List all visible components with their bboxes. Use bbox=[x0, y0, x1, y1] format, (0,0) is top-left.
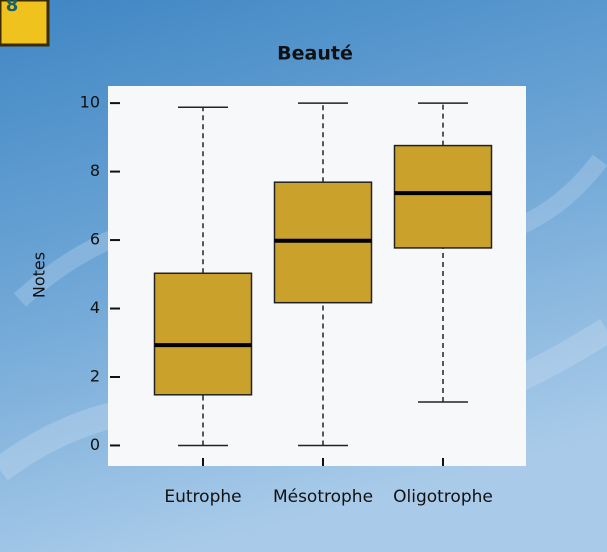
y-tick-label: 8 bbox=[90, 161, 100, 180]
x-tick-label: Oligotrophe bbox=[393, 487, 493, 507]
badge: 8 bbox=[6, 0, 19, 16]
badge-box bbox=[0, 0, 50, 47]
y-tick-label: 4 bbox=[90, 298, 100, 317]
y-tick-label: 0 bbox=[90, 435, 100, 454]
y-tick-label: 10 bbox=[80, 93, 100, 112]
y-tick-label: 2 bbox=[90, 366, 100, 385]
chart-title: Beauté bbox=[277, 43, 353, 65]
x-tick-label: Eutrophe bbox=[164, 487, 241, 507]
box bbox=[393, 144, 493, 249]
y-tick-label: 6 bbox=[90, 230, 100, 249]
box bbox=[153, 272, 253, 396]
x-tick-label: Mésotrophe bbox=[273, 487, 373, 507]
y-axis-label: Notes bbox=[30, 252, 49, 298]
